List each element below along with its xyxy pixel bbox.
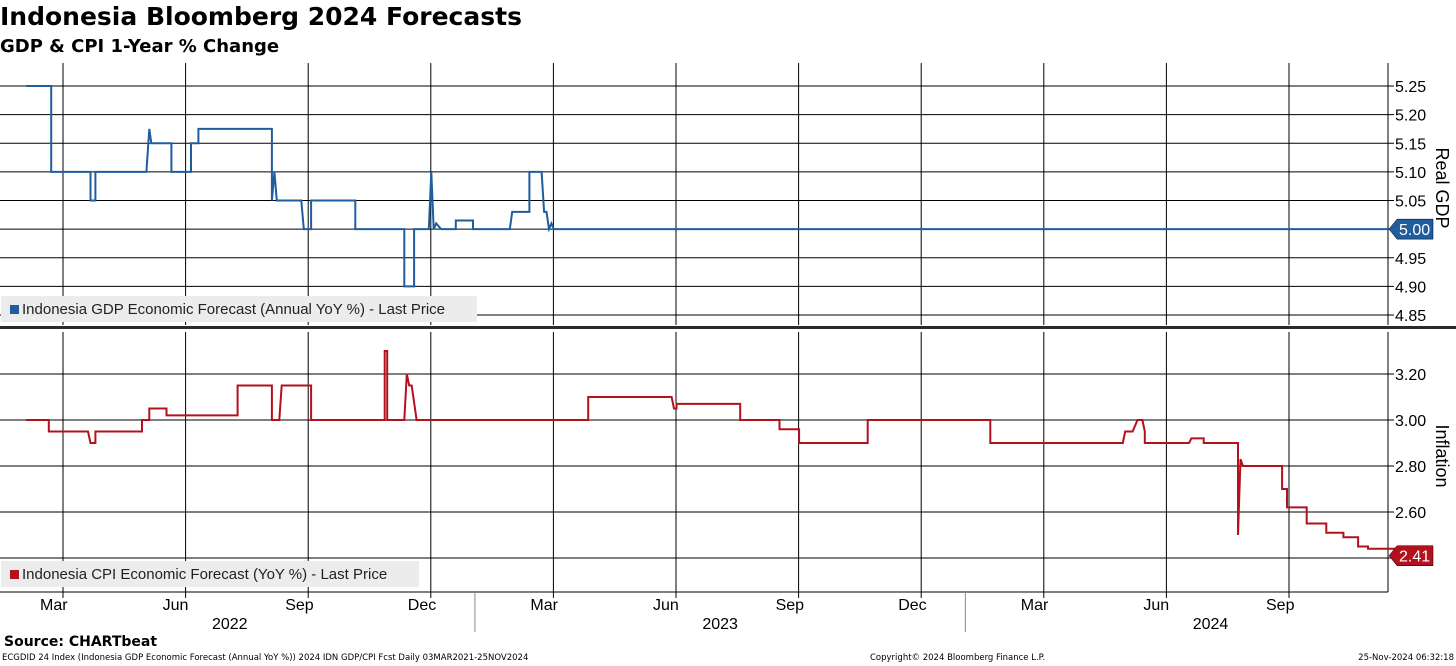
cpi-y-tick-label: 3.20 [1395,367,1426,384]
gdp-y-tick-label: 5.25 [1395,79,1426,96]
gdp-legend-label: Indonesia GDP Economic Forecast (Annual … [22,301,445,318]
chart-subtitle: GDP & CPI 1-Year % Change [0,36,280,57]
gdp-y-tick-label: 4.85 [1395,308,1426,325]
x-month-label: Mar [530,597,558,614]
x-month-label: Jun [163,597,189,614]
gdp-y-tick-label: 5.05 [1395,194,1426,211]
gdp-y-tick-label: 5.15 [1395,136,1426,153]
cpi-last-value-badge [1388,545,1434,566]
x-year-label: 2024 [1193,616,1229,633]
x-month-label: Mar [1021,597,1049,614]
footer-description: ECGDID 24 Index (Indonesia GDP Economic … [2,653,529,663]
gdp-last-value-label: 5.00 [1399,222,1430,239]
cpi-legend-box [1,561,419,587]
gdp-legend-box [1,296,477,322]
x-month-label: Sep [285,597,314,614]
x-month-label: Dec [898,597,926,614]
gdp-y-tick-label: 5.20 [1395,108,1426,125]
source-note: Source: CHARTbeat [4,634,158,650]
x-month-label: Dec [408,597,436,614]
x-month-label: Sep [1266,597,1295,614]
x-month-label: Jun [1143,597,1169,614]
cpi-series-line [26,350,1416,557]
cpi-y-tick-label: 2.60 [1395,505,1426,522]
x-year-label: 2023 [702,616,738,633]
chart-title: Indonesia Bloomberg 2024 Forecasts [0,2,522,31]
gdp-y-tick-label: 4.95 [1395,251,1426,268]
gdp-last-value-badge [1388,218,1434,240]
series-layer [26,85,1419,557]
cpi-y-tick-label: 2.80 [1395,459,1426,476]
gdp-legend-swatch [10,305,19,314]
x-year-label: 2022 [212,616,248,633]
axes-layer [0,63,1456,632]
grid-layer [0,63,1388,592]
x-month-label: Sep [776,597,805,614]
cpi-y-axis-label: Inflation [1432,424,1452,487]
gdp-y-axis-label: Real GDP [1432,147,1452,228]
gdp-y-tick-label: 4.90 [1395,279,1426,296]
cpi-y-tick-label: 3.00 [1395,413,1426,430]
gdp-y-tick-label: 5.10 [1395,165,1426,182]
cpi-legend-label: Indonesia CPI Economic Forecast (YoY %) … [22,566,387,583]
gdp-series-line [26,85,1419,288]
x-month-label: Jun [653,597,679,614]
cpi-legend-swatch [10,570,19,579]
footer-timestamp: 25-Nov-2024 06:32:18 [1358,653,1454,663]
labels-layer: 4.85 4.90 4.95 5.00 5.05 5.10 5.15 5.20 5.25 Real… [1,79,1452,633]
cpi-last-value-label: 2.41 [1399,549,1430,566]
footer-copyright: Copyright© 2024 Bloomberg Finance L.P. [870,653,1046,663]
x-month-label: Mar [40,597,68,614]
